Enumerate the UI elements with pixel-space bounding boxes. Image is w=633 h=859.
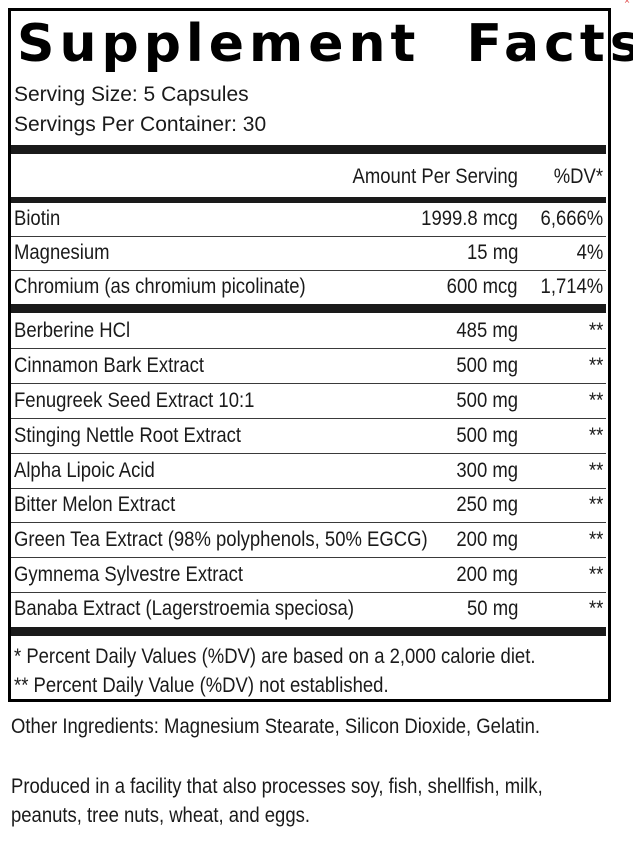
nutrient-amount: 1999.8 mcg	[421, 207, 518, 230]
row-divider	[11, 592, 606, 593]
ingredient-amount: 500 mg	[456, 354, 518, 377]
footnote-daily-value: * Percent Daily Values (%DV) are based o…	[14, 645, 536, 668]
row-divider	[11, 383, 606, 384]
close-icon[interactable]: ×	[624, 0, 630, 7]
row-divider	[11, 522, 606, 523]
ingredient-row: Berberine HCl 485 mg **	[14, 316, 603, 346]
allergen-statement-line-1: Produced in a facility that also process…	[11, 775, 543, 798]
ingredient-row: Banaba Extract (Lagerstroemia speciosa) …	[14, 594, 603, 624]
nutrient-row: Biotin 1999.8 mcg 6,666%	[14, 204, 603, 234]
ingredient-amount: 485 mg	[456, 319, 518, 342]
ingredient-name: Bitter Melon Extract	[14, 493, 176, 516]
other-ingredients-text: Other Ingredients: Magnesium Stearate, S…	[11, 715, 541, 738]
ingredient-row: Stinging Nettle Root Extract 500 mg **	[14, 421, 603, 451]
ingredient-amount: 50 mg	[466, 597, 518, 620]
allergen-statement-line-2: peanuts, tree nuts, wheat, and eggs.	[11, 804, 310, 827]
ingredient-dv: **	[588, 459, 603, 482]
nutrient-row: Chromium (as chromium picolinate) 600 mc…	[14, 272, 603, 302]
nutrient-dv: 4%	[576, 241, 603, 264]
servings-per-container: Servings Per Container: 30	[14, 113, 267, 136]
nutrient-amount: 600 mcg	[447, 275, 518, 298]
supplement-facts-panel	[8, 8, 611, 702]
ingredient-row: Fenugreek Seed Extract 10:1 500 mg **	[14, 386, 603, 416]
ingredient-dv: **	[588, 493, 603, 516]
ingredient-dv: **	[588, 528, 603, 551]
divider-thick	[11, 304, 606, 313]
nutrient-name: Biotin	[14, 207, 61, 230]
ingredient-amount: 200 mg	[456, 563, 518, 586]
ingredient-dv: **	[588, 597, 603, 620]
ingredient-name: Gymnema Sylvestre Extract	[14, 563, 244, 586]
nutrient-dv: 1,714%	[540, 275, 603, 298]
ingredient-dv: **	[588, 354, 603, 377]
nutrient-row: Magnesium 15 mg 4%	[14, 238, 603, 268]
row-divider	[11, 348, 606, 349]
nutrient-name: Magnesium	[14, 241, 110, 264]
row-divider	[11, 236, 606, 237]
serving-size: Serving Size: 5 Capsules	[14, 83, 249, 106]
ingredient-dv: **	[588, 424, 603, 447]
row-divider	[11, 418, 606, 419]
row-divider	[11, 557, 606, 558]
row-divider	[11, 270, 606, 271]
ingredient-name: Banaba Extract (Lagerstroemia speciosa)	[14, 597, 354, 620]
ingredient-amount: 250 mg	[456, 493, 518, 516]
ingredient-row: Alpha Lipoic Acid 300 mg **	[14, 456, 603, 486]
row-divider	[11, 453, 606, 454]
row-divider	[11, 488, 606, 489]
ingredient-name: Stinging Nettle Root Extract	[14, 424, 242, 447]
label-title: Supplement Facts	[17, 14, 633, 74]
column-header-amount: Amount Per Serving	[352, 165, 518, 188]
ingredient-name: Cinnamon Bark Extract	[14, 354, 205, 377]
ingredient-dv: **	[588, 319, 603, 342]
ingredient-name: Alpha Lipoic Acid	[14, 459, 155, 482]
ingredient-row: Gymnema Sylvestre Extract 200 mg **	[14, 560, 603, 590]
ingredient-dv: **	[588, 563, 603, 586]
ingredient-row: Bitter Melon Extract 250 mg **	[14, 490, 603, 520]
ingredient-amount: 200 mg	[456, 528, 518, 551]
nutrient-name: Chromium (as chromium picolinate)	[14, 275, 306, 298]
ingredient-amount: 500 mg	[456, 424, 518, 447]
nutrient-dv: 6,666%	[540, 207, 603, 230]
divider-medium	[11, 197, 606, 203]
ingredient-name: Berberine HCl	[14, 319, 131, 342]
ingredient-row: Green Tea Extract (98% polyphenols, 50% …	[14, 525, 603, 555]
column-header-dv: %DV*	[553, 165, 603, 188]
ingredient-dv: **	[588, 389, 603, 412]
divider-thick	[11, 145, 606, 154]
nutrient-amount: 15 mg	[466, 241, 518, 264]
ingredient-name: Green Tea Extract (98% polyphenols, 50% …	[14, 528, 428, 551]
ingredient-amount: 500 mg	[456, 389, 518, 412]
column-header-row: Amount Per Serving %DV*	[14, 162, 603, 192]
footnote-not-established: ** Percent Daily Value (%DV) not establi…	[14, 674, 389, 697]
ingredient-amount: 300 mg	[456, 459, 518, 482]
ingredient-row: Cinnamon Bark Extract 500 mg **	[14, 351, 603, 381]
ingredient-name: Fenugreek Seed Extract 10:1	[14, 389, 255, 412]
divider-thick	[11, 627, 606, 636]
